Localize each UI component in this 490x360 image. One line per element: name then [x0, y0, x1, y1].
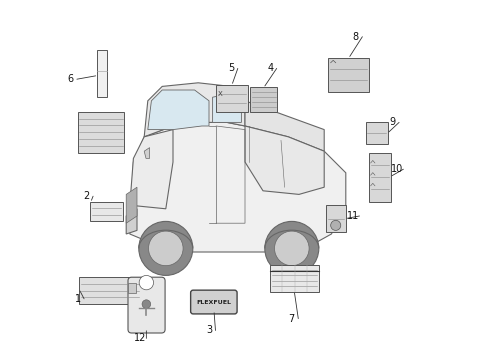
Polygon shape [245, 126, 324, 194]
Polygon shape [144, 148, 149, 158]
Text: 5: 5 [228, 63, 234, 73]
FancyBboxPatch shape [77, 112, 124, 153]
Text: 10: 10 [391, 164, 403, 174]
FancyBboxPatch shape [90, 202, 122, 221]
Polygon shape [130, 130, 173, 209]
Circle shape [148, 231, 183, 266]
Circle shape [142, 300, 151, 309]
Circle shape [274, 231, 309, 266]
FancyBboxPatch shape [128, 277, 165, 333]
FancyBboxPatch shape [270, 265, 319, 292]
Text: X: X [218, 91, 222, 97]
FancyBboxPatch shape [326, 205, 346, 232]
Text: 1: 1 [74, 294, 81, 304]
Circle shape [331, 220, 341, 230]
Text: 7: 7 [289, 314, 295, 324]
Bar [128, 283, 136, 293]
Text: 9: 9 [390, 117, 395, 127]
Text: 2: 2 [83, 191, 90, 201]
Text: 6: 6 [67, 74, 74, 84]
Polygon shape [213, 94, 242, 122]
Text: FLEXFUEL: FLEXFUEL [196, 300, 231, 305]
FancyBboxPatch shape [369, 153, 391, 202]
Circle shape [139, 275, 153, 290]
Bar [97, 50, 107, 97]
Text: 4: 4 [267, 63, 273, 73]
Polygon shape [245, 101, 324, 151]
FancyBboxPatch shape [328, 58, 369, 92]
Circle shape [265, 221, 319, 275]
Polygon shape [144, 83, 245, 137]
Text: 3: 3 [206, 325, 212, 336]
FancyBboxPatch shape [216, 85, 248, 112]
Circle shape [139, 221, 193, 275]
Text: 11: 11 [347, 211, 359, 221]
FancyBboxPatch shape [250, 87, 277, 112]
Polygon shape [126, 187, 137, 223]
Text: 8: 8 [353, 32, 359, 42]
FancyBboxPatch shape [366, 122, 388, 144]
Polygon shape [148, 90, 209, 130]
Polygon shape [130, 122, 346, 252]
Text: 12: 12 [134, 333, 146, 343]
FancyBboxPatch shape [191, 290, 237, 314]
FancyBboxPatch shape [79, 277, 141, 304]
Polygon shape [126, 209, 137, 234]
